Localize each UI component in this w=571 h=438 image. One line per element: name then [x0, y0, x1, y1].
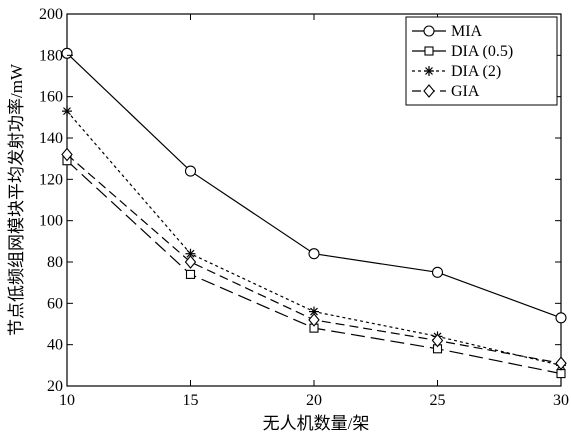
data-point-3-2 [308, 313, 320, 327]
legend-label-2: DIA (2) [451, 63, 501, 80]
legend-label-1: DIA (0.5) [451, 43, 513, 60]
x-tick-label: 25 [430, 392, 446, 409]
x-tick-label: 20 [306, 392, 322, 409]
data-point-0-1 [184, 165, 197, 177]
series-line-1 [66, 160, 562, 375]
data-point-3-1 [184, 255, 197, 269]
data-point-3-3 [431, 333, 444, 348]
y-tick-label: 160 [39, 89, 63, 106]
data-point-1-4 [556, 369, 566, 379]
x-tick-label: 30 [553, 392, 569, 409]
y-axis-title: 节点低频组网模块平均发射功率/mW [7, 63, 26, 336]
y-tick-label: 180 [39, 47, 63, 64]
legend-marker-3 [423, 84, 435, 98]
x-tick-label: 15 [183, 392, 199, 409]
data-point-3-4 [555, 356, 567, 371]
data-point-0-3 [431, 266, 444, 278]
data-point-3-0 [61, 147, 73, 162]
x-axis-title: 无人机数量/架 [263, 414, 370, 433]
y-tick-label: 140 [39, 130, 63, 147]
data-point-0-0 [61, 47, 73, 59]
legend-marker-2 [424, 66, 434, 76]
legend-marker-1 [424, 46, 434, 56]
y-tick-label: 40 [47, 337, 63, 354]
y-tick-label: 60 [47, 295, 63, 312]
legend-label-3: GIA [451, 83, 480, 100]
y-tick-label: 100 [39, 213, 63, 230]
data-point-2-0 [62, 106, 72, 117]
legend-label-0: MIA [451, 23, 483, 40]
data-point-0-4 [555, 312, 567, 324]
data-point-0-2 [308, 248, 320, 260]
legend-marker-0 [423, 25, 435, 37]
y-tick-label: 80 [47, 254, 63, 271]
data-point-2-1 [185, 248, 196, 259]
y-tick-label: 20 [47, 378, 63, 395]
data-point-1-1 [185, 269, 196, 279]
x-tick-label: 10 [59, 392, 75, 409]
y-tick-label: 200 [39, 6, 63, 23]
y-tick-label: 120 [39, 171, 63, 188]
